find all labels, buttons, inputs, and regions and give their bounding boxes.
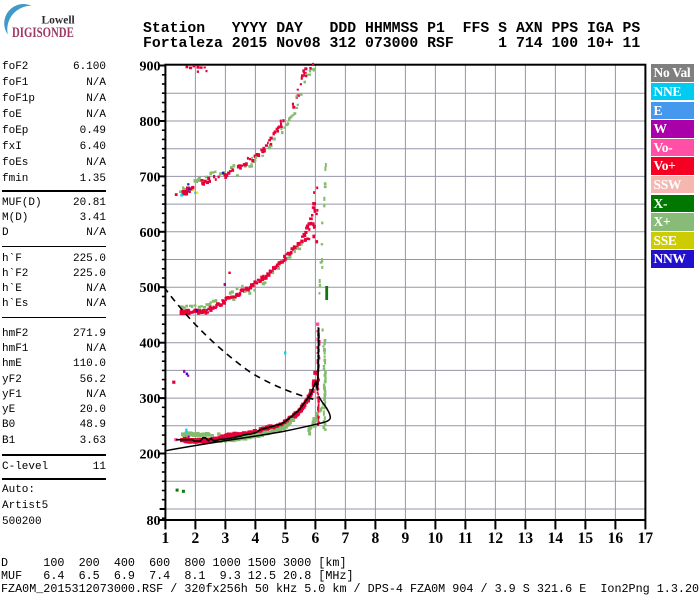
svg-text:3: 3 (222, 530, 230, 547)
svg-text:500: 500 (140, 281, 161, 296)
svg-text:1: 1 (162, 530, 170, 547)
svg-text:DIGISONDE: DIGISONDE (12, 25, 74, 41)
svg-text:600: 600 (140, 226, 161, 241)
svg-text:6: 6 (312, 530, 320, 547)
svg-text:900: 900 (140, 60, 161, 75)
svg-text:400: 400 (140, 337, 161, 352)
svg-text:9: 9 (402, 530, 410, 547)
svg-text:8: 8 (372, 530, 380, 547)
svg-text:4: 4 (252, 530, 260, 547)
svg-text:12: 12 (488, 530, 504, 547)
svg-text:16: 16 (608, 530, 624, 547)
svg-text:300: 300 (140, 392, 161, 407)
svg-text:800: 800 (140, 115, 161, 130)
svg-text:14: 14 (548, 530, 564, 547)
svg-text:15: 15 (578, 530, 594, 547)
svg-text:700: 700 (140, 170, 161, 185)
svg-text:5: 5 (282, 530, 290, 547)
svg-text:200: 200 (140, 448, 161, 463)
svg-text:13: 13 (518, 530, 534, 547)
svg-text:Lowell: Lowell (42, 14, 75, 26)
svg-text:7: 7 (342, 530, 350, 547)
svg-text:17: 17 (638, 530, 654, 547)
svg-text:80: 80 (147, 514, 161, 529)
svg-text:11: 11 (458, 530, 473, 547)
svg-text:2: 2 (192, 530, 200, 547)
svg-text:10: 10 (428, 530, 444, 547)
